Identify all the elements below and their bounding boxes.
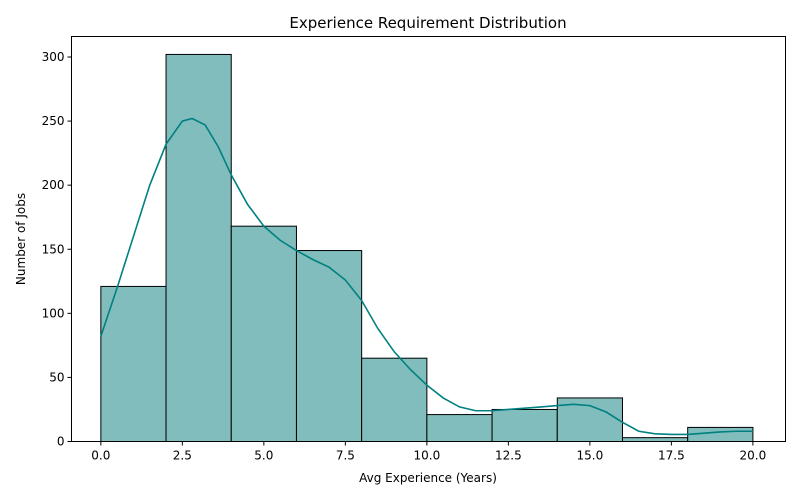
x-tick-label: 5.0 — [254, 449, 273, 463]
y-tick-label: 150 — [42, 242, 65, 256]
x-tick-label: 20.0 — [740, 449, 767, 463]
y-tick-label: 50 — [49, 370, 64, 384]
x-tick-label: 7.5 — [336, 449, 355, 463]
y-axis-ticks: 0 50 100 150 200 250 300 — [42, 50, 72, 449]
histogram-bar-5 — [426, 414, 493, 443]
histogram-bar-0 — [100, 285, 167, 443]
histogram-bar-3 — [295, 250, 363, 442]
chart-title: Experience Requirement Distribution — [289, 14, 566, 32]
x-axis-label: Avg Experience (Years) — [359, 471, 497, 485]
histogram-bar-6 — [491, 408, 558, 442]
y-tick-label: 200 — [42, 178, 65, 192]
kde-curve — [100, 117, 753, 436]
y-tick-label: 300 — [42, 50, 65, 64]
x-tick-label: 10.0 — [414, 449, 441, 463]
y-tick-label: 100 — [42, 306, 65, 320]
y-tick-label: 250 — [42, 114, 65, 128]
y-axis-label: Number of Jobs — [14, 193, 28, 285]
plot-frame — [71, 36, 786, 442]
histogram-bar-1 — [165, 53, 232, 443]
histogram-bar-4 — [361, 357, 428, 442]
x-tick-label: 15.0 — [577, 449, 604, 463]
x-tick-label: 2.5 — [173, 449, 192, 463]
x-tick-label: 17.5 — [658, 449, 685, 463]
x-tick-label: 12.5 — [495, 449, 522, 463]
histogram-bar-8 — [621, 437, 689, 442]
y-tick-label: 0 — [57, 435, 65, 449]
x-axis-ticks: 0.0 2.5 5.0 7.5 10.0 12.5 15.0 17.5 20.0 — [91, 441, 767, 463]
x-tick-label: 0.0 — [91, 449, 110, 463]
histogram-bar-2 — [230, 225, 297, 442]
histogram-bars — [100, 53, 754, 443]
